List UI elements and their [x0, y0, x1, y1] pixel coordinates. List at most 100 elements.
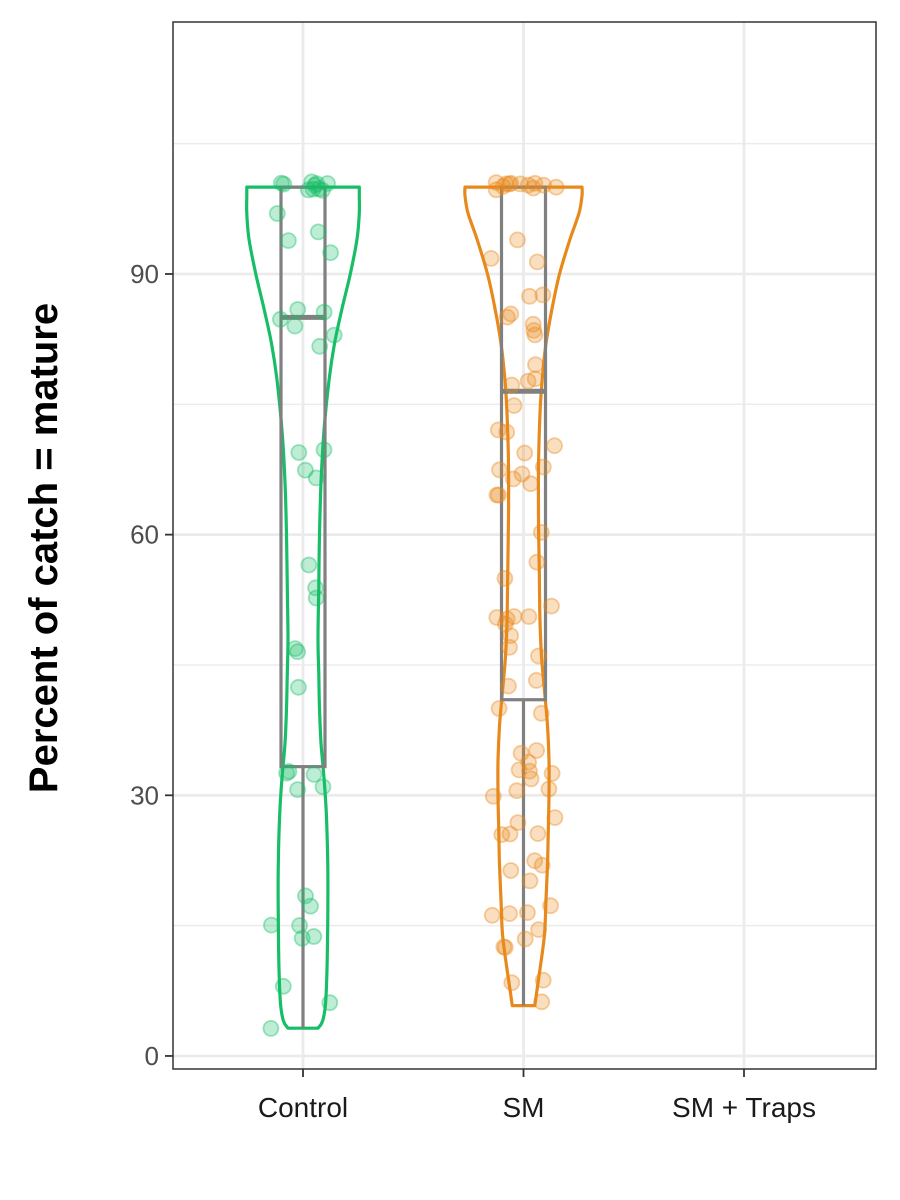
point-sm: [494, 177, 512, 195]
point-sm: [513, 465, 531, 483]
point-sm: [521, 872, 539, 890]
point-sm: [490, 486, 507, 504]
point-sm: [508, 782, 526, 800]
point-control: [307, 579, 325, 597]
point-control: [304, 180, 322, 198]
point-sm: [532, 524, 550, 541]
point-sm: [530, 647, 547, 665]
point-control: [322, 244, 340, 262]
point-sm: [519, 904, 536, 921]
point-sm: [503, 376, 521, 394]
point-sm: [503, 974, 521, 992]
point-control: [262, 916, 280, 934]
point-sm: [488, 486, 506, 504]
point-sm: [521, 287, 538, 305]
x-tick-label: SM: [503, 1092, 545, 1123]
point-sm: [534, 971, 552, 989]
point-control: [325, 326, 343, 344]
y-axis: 0 30 60 90: [130, 259, 173, 1071]
point-control: [321, 994, 339, 1012]
point-control: [309, 223, 327, 241]
point-sm: [493, 826, 511, 843]
y-tick-label: 0: [145, 1041, 159, 1071]
point-sm: [528, 253, 546, 271]
point-control: [307, 589, 325, 607]
point-sm: [501, 825, 519, 843]
point-sm: [501, 905, 518, 922]
point-sm: [509, 814, 527, 831]
point-sm: [498, 308, 516, 326]
point-sm: [512, 175, 529, 193]
point-sm: [530, 921, 547, 938]
point-sm: [521, 762, 538, 780]
point-sm: [500, 175, 518, 193]
point-sm: [520, 608, 538, 625]
point-sm: [519, 176, 537, 194]
y-tick-label: 90: [130, 259, 159, 289]
point-sm: [497, 175, 515, 193]
point-sm: [527, 356, 544, 374]
point-control: [279, 232, 297, 250]
point-sm: [525, 321, 543, 339]
point-sm: [490, 700, 508, 717]
point-control: [278, 764, 296, 782]
point-sm: [540, 780, 558, 798]
point-sm: [533, 993, 551, 1011]
point-control: [293, 929, 311, 947]
point-control: [286, 317, 304, 335]
violin-sm: [463, 185, 584, 1008]
point-sm: [529, 825, 547, 842]
point-sm: [546, 437, 563, 455]
point-sm: [491, 461, 508, 479]
point-sm: [535, 176, 552, 194]
point-control: [313, 181, 331, 199]
point-sm: [487, 181, 505, 199]
point-sm: [542, 897, 559, 915]
point-control: [268, 205, 286, 222]
point-control: [303, 173, 321, 191]
point-control: [296, 461, 314, 479]
point-sm: [532, 704, 550, 722]
point-sm: [524, 315, 542, 333]
x-axis: Control SM SM + Traps: [258, 1069, 816, 1123]
point-sm: [546, 809, 564, 826]
boxplots: [279, 185, 548, 1029]
point-sm: [501, 638, 518, 656]
point-sm: [522, 475, 540, 493]
y-tick-label: 30: [130, 780, 159, 810]
point-sm: [534, 458, 552, 476]
point-sm: [484, 787, 502, 805]
y-tick-label: 60: [130, 520, 159, 550]
point-sm: [522, 770, 540, 788]
point-sm: [483, 906, 501, 924]
x-tick-label: Control: [258, 1092, 348, 1123]
point-control: [289, 643, 307, 661]
point-sm: [487, 174, 505, 192]
point-sm: [502, 305, 520, 323]
point-sm: [533, 856, 551, 874]
point-control: [302, 897, 319, 915]
violins: [245, 185, 584, 1030]
point-sm: [504, 470, 522, 488]
point-sm: [526, 852, 544, 870]
point-sm: [524, 179, 542, 197]
point-control: [307, 469, 325, 487]
point-sm: [489, 421, 507, 439]
point-sm: [505, 608, 523, 625]
point-sm: [496, 939, 514, 956]
point-sm: [496, 615, 514, 633]
point-control: [286, 640, 304, 657]
jitter-points: [262, 173, 565, 1037]
point-sm: [516, 444, 534, 462]
point-sm: [502, 862, 520, 879]
point-control: [271, 310, 289, 328]
point-sm: [495, 938, 513, 956]
point-control: [305, 766, 323, 783]
point-control: [306, 176, 324, 194]
point-sm: [512, 744, 530, 762]
point-sm: [510, 761, 528, 779]
point-sm: [498, 610, 516, 628]
point-sm: [519, 372, 537, 390]
point-sm: [528, 672, 545, 689]
point-control: [289, 301, 307, 318]
